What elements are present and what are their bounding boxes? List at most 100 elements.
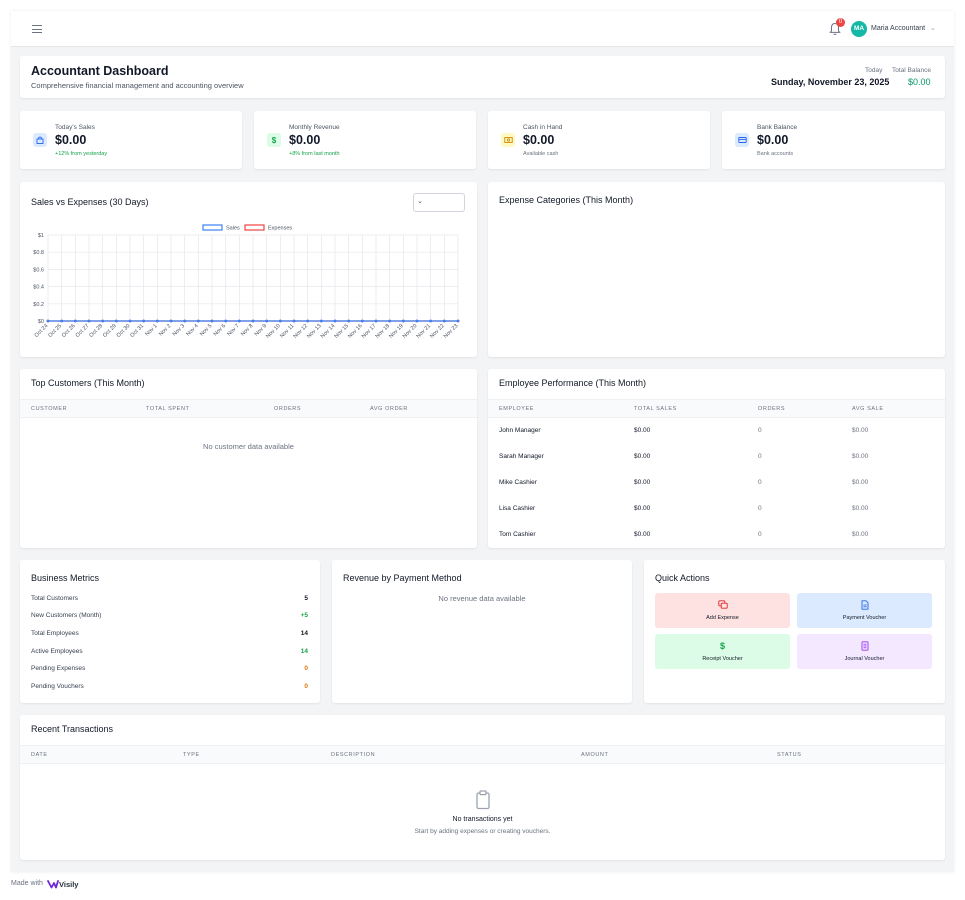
menu-icon[interactable] <box>32 25 42 33</box>
top-bar: 0 MA Maria Accountant ⌄ <box>11 11 954 47</box>
notification-badge: 0 <box>836 18 845 27</box>
table-header: Employee Total Sales Orders Avg Sale <box>488 399 945 418</box>
avatar[interactable]: MA <box>851 21 867 37</box>
table-row: Lisa Cashier $0.00 0 $0.00 <box>488 496 945 522</box>
x-tick-label: Oct 25 <box>47 323 63 339</box>
x-tick-label: Oct 31 <box>129 323 145 339</box>
stat-value: $0.00 <box>55 133 87 147</box>
table-header: Customer Total Spent Orders Avg Order <box>20 399 477 418</box>
expense-icon <box>655 600 790 611</box>
total-sales: $0.00 <box>634 453 651 460</box>
x-tick-label: Nov 6 <box>213 323 227 337</box>
y-tick-label: $0 <box>38 319 44 325</box>
y-tick-label: $0.2 <box>33 302 44 308</box>
clipboard-icon <box>476 790 490 810</box>
page-subtitle: Comprehensive financial management and a… <box>31 81 244 90</box>
chevron-down-icon[interactable]: ⌄ <box>930 25 936 32</box>
total-sales: $0.00 <box>634 531 651 538</box>
avg-sale: $0.00 <box>852 531 869 538</box>
data-point <box>46 319 50 323</box>
quick-action-label: Payment Voucher <box>842 615 887 621</box>
x-tick-label: Nov 8 <box>240 323 254 337</box>
column-header: Amount <box>581 752 609 758</box>
made-with-text: Made with <box>11 880 43 887</box>
business-metrics-card: Business Metrics Total Customers 5 New C… <box>20 560 320 703</box>
employee-name: Sarah Manager <box>499 453 544 460</box>
empty-title: No transactions yet <box>452 816 513 823</box>
data-point <box>401 319 405 323</box>
stat-value: $0.00 <box>523 133 555 147</box>
legend-label: Sales <box>226 226 240 232</box>
receipt-voucher-button[interactable]: $ Receipt Voucher <box>655 634 790 669</box>
data-point <box>155 319 159 323</box>
dollar-icon: $ <box>719 641 725 651</box>
shopping-bag-icon <box>33 133 47 147</box>
stat-value: $0.00 <box>289 133 321 147</box>
user-name[interactable]: Maria Accountant <box>871 25 926 32</box>
quick-actions-title: Quick Actions <box>655 573 710 583</box>
total-balance-label: Total Balance <box>892 67 932 74</box>
business-metrics-title: Business Metrics <box>31 573 100 583</box>
metric-label: Pending Vouchers <box>31 683 84 690</box>
stat-value: $0.00 <box>757 133 789 147</box>
page-title: Accountant Dashboard <box>31 64 169 78</box>
data-point <box>456 319 460 323</box>
empty-message: No customer data available <box>203 442 294 451</box>
employee-performance-card: Employee Performance (This Month) Employ… <box>488 369 945 548</box>
stat-card-cash-in-hand: Cash in Hand $0.00 Available cash <box>488 111 710 169</box>
journal-voucher-button[interactable]: Journal Voucher <box>797 634 932 669</box>
data-point <box>251 319 255 323</box>
stat-note: +12% from yesterday <box>55 151 108 157</box>
column-header: Avg Order <box>370 406 408 412</box>
x-tick-label: Oct 29 <box>102 323 118 339</box>
orders: 0 <box>758 479 762 486</box>
data-point <box>142 319 146 323</box>
avg-sale: $0.00 <box>852 427 869 434</box>
y-tick-label: $1 <box>38 233 44 239</box>
data-point <box>374 319 378 323</box>
avg-sale: $0.00 <box>852 479 869 486</box>
expense-categories-title: Expense Categories (This Month) <box>499 195 634 205</box>
quick-action-label: Receipt Voucher <box>702 656 743 662</box>
metric-value: 0 <box>304 683 308 690</box>
visily-logo-icon[interactable] <box>47 879 59 889</box>
metric-label: New Customers (Month) <box>31 612 102 619</box>
data-point <box>278 319 282 323</box>
x-tick-label: Oct 24 <box>34 323 50 339</box>
empty-message: No revenue data available <box>438 594 526 603</box>
journal-icon <box>797 641 932 653</box>
table-row: Mike Cashier $0.00 0 $0.00 <box>488 470 945 496</box>
bank-icon <box>735 133 749 147</box>
x-tick-label: Nov 3 <box>172 323 186 337</box>
orders: 0 <box>758 531 762 538</box>
data-point <box>388 319 392 323</box>
x-tick-label: Nov 5 <box>199 323 213 337</box>
x-tick-label: Nov 2 <box>158 323 172 337</box>
page-header: Accountant Dashboard Comprehensive finan… <box>20 56 945 98</box>
today-label: Today <box>865 67 883 74</box>
x-tick-label: Oct 28 <box>88 323 104 339</box>
data-point <box>415 319 419 323</box>
add-expense-button[interactable]: Add Expense <box>655 593 790 628</box>
x-tick-label: Oct 26 <box>61 323 77 339</box>
data-point <box>169 319 173 323</box>
app-frame: 0 MA Maria Accountant ⌄ Accountant Dashb… <box>11 11 954 872</box>
column-header: Date <box>31 752 48 758</box>
data-point <box>292 319 296 323</box>
data-point <box>360 319 364 323</box>
table-row: Tom Cashier $0.00 0 $0.00 <box>488 522 945 548</box>
column-header: Total Spent <box>146 406 190 412</box>
x-tick-label: Nov 7 <box>226 323 240 337</box>
visily-brand[interactable]: Visily <box>59 880 79 889</box>
avg-sale: $0.00 <box>852 505 869 512</box>
y-tick-label: $0.8 <box>33 250 44 256</box>
stat-note: +8% from last month <box>289 151 340 157</box>
column-header: Total Sales <box>634 406 677 412</box>
column-header: Customer <box>31 406 68 412</box>
table-row: Sarah Manager $0.00 0 $0.00 <box>488 444 945 470</box>
data-point <box>73 319 77 323</box>
column-header: Type <box>183 752 200 758</box>
payment-voucher-button[interactable]: Payment Voucher <box>797 593 932 628</box>
period-select[interactable]: ⌄ <box>413 193 465 212</box>
quick-action-label: Add Expense <box>706 615 739 621</box>
